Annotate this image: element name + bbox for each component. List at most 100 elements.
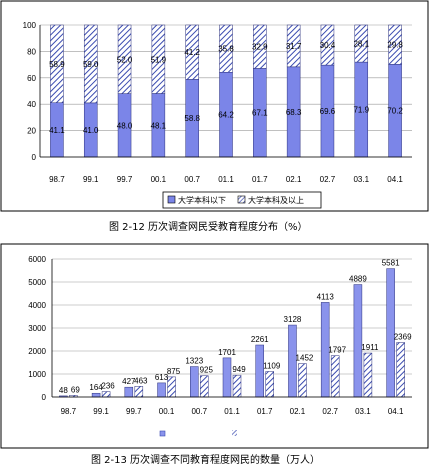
chart1-x-tick-label: 00.1 [151, 175, 167, 184]
chart1-x-axis: 98.7 99.1 99.7 00.1 00.7 01.1 01.7 02.1 02.7 03.1… [40, 156, 412, 184]
chart2-label-series2: 1452 [296, 354, 314, 363]
chart2-label-series1: 2261 [251, 335, 269, 344]
chart2-bar-series1 [190, 366, 199, 398]
chart2-label-series2: 1911 [361, 343, 379, 352]
chart2-x-tick-label: 01.7 [257, 407, 273, 416]
chart2-bars [59, 268, 405, 398]
chart2-label-series2: 1109 [263, 361, 281, 370]
chart2-x-tick-label: 00.7 [191, 407, 207, 416]
chart1-label-above: 29.8 [387, 41, 403, 50]
chart2-bar-series1 [157, 382, 166, 398]
chart1-label-above: 30.4 [320, 41, 336, 50]
chart2-label-series1: 4889 [349, 275, 367, 284]
chart1-bar-above [219, 24, 233, 73]
chart1-label-below: 41.0 [83, 126, 99, 135]
chart1-label-below: 67.1 [252, 109, 268, 118]
chart1-y-tick-label: 100 [23, 21, 37, 30]
chart1-x-tick-label: 01.7 [252, 175, 268, 184]
chart1-bar-above [320, 24, 335, 66]
chart2-label-series2: 949 [232, 365, 246, 374]
chart2-label-series1: 1701 [218, 348, 236, 357]
chart1-label-below: 68.3 [286, 108, 302, 117]
chart2-x-tick-label: 99.7 [126, 407, 142, 416]
chart1-x-tick-label: 99.1 [83, 175, 99, 184]
chart2-x-tick-label: 00.1 [159, 407, 175, 416]
chart1-label-below: 48.0 [117, 121, 133, 130]
chart2-label-series1: 48 [59, 386, 68, 395]
chart1-bar-above [50, 24, 64, 103]
chart1-caption: 图 2-12 历次调查网民受教育程度分布（%） [109, 220, 308, 233]
chart2-x-tick-label: 01.1 [224, 407, 240, 416]
chart1-bar-above [354, 24, 369, 63]
chart1-x-tick-label: 98.7 [49, 175, 65, 184]
chart1-label-below: 48.1 [151, 121, 167, 130]
chart1-bars [50, 24, 402, 158]
chart2-label-series2: 69 [71, 385, 80, 394]
chart1-label-above: 58.9 [49, 60, 65, 69]
chart1-legend: 大学本科以下 大学本科及以上 [162, 191, 322, 209]
chart2-y-tick-label: 3000 [28, 324, 46, 333]
chart2-bar-series2 [396, 342, 405, 398]
chart2-label-series1: 4113 [317, 292, 335, 301]
chart1-x-tick-label: 02.7 [320, 175, 336, 184]
chart2-label-series2: 875 [167, 367, 181, 376]
chart1-bar-above [388, 24, 402, 65]
chart2-x-tick-label: 99.1 [93, 407, 109, 416]
chart2-y-axis: 0 1000 2000 3000 4000 5000 6000 [28, 255, 53, 402]
chart1-y-tick-label: 20 [27, 127, 36, 136]
chart2-bar-series1 [91, 392, 101, 398]
chart2-x-tick-label: 98.7 [61, 407, 77, 416]
chart1-x-tick-label: 04.1 [387, 175, 403, 184]
chart2-bar-series2 [101, 391, 111, 398]
chart1-label-above: 59.0 [83, 60, 99, 69]
chart1-bar-above [185, 24, 199, 80]
chart1-label-below: 64.2 [218, 111, 234, 120]
chart2-bar-series2 [134, 386, 144, 398]
chart1-bar-above [253, 24, 267, 69]
chart1-label-above: 32.9 [252, 43, 268, 52]
chart1-x-tick-label: 03.1 [353, 175, 369, 184]
chart2-y-tick-label: 6000 [28, 255, 46, 264]
chart2-label-series2: 463 [134, 376, 148, 385]
chart2-bar-series2 [265, 371, 274, 398]
chart2-bar-series2 [167, 376, 176, 398]
chart1-x-tick-label: 99.7 [117, 175, 133, 184]
chart1-label-above: 28.1 [353, 40, 369, 49]
chart2-y-tick-label: 5000 [28, 278, 46, 287]
legend-hatch-swatch [237, 195, 246, 204]
chart2-x-tick-label: 04.1 [388, 407, 404, 416]
chart2-y-tick-label: 0 [42, 393, 47, 402]
chart2-label-series1: 613 [155, 373, 169, 382]
legend-solid-swatch [159, 430, 166, 437]
chart1-y-tick-label: 40 [27, 100, 36, 109]
chart1-bar-above [117, 24, 132, 94]
chart1-label-above: 52.0 [117, 55, 133, 64]
chart2-bar-series2 [330, 355, 340, 398]
chart2-y-tick-label: 4000 [28, 301, 46, 310]
chart1-x-tick-label: 00.7 [184, 175, 200, 184]
chart1-label-above: 51.9 [151, 55, 167, 64]
chart2-y-tick-label: 1000 [28, 370, 46, 379]
chart2-bar-series2 [298, 363, 307, 398]
chart2-label-series1: 3128 [284, 315, 302, 324]
chart1-bar-above [83, 24, 98, 104]
chart1-y-axis: 0 20 40 60 80 100 [23, 21, 41, 162]
chart1-x-tick-label: 02.1 [286, 175, 302, 184]
chart2-x-tick-label: 03.1 [355, 407, 371, 416]
chart1-bar-above [286, 24, 301, 68]
chart2-bar-series1 [124, 386, 134, 398]
chart2-label-series2: 2369 [394, 333, 412, 342]
chart1-legend-label-1: 大学本科以下 [178, 195, 226, 205]
chart2-bar-series2 [363, 352, 373, 398]
chart1-label-below: 41.1 [49, 126, 65, 135]
chart1-label-above: 31.7 [286, 42, 302, 51]
chart1-y-tick-label: 60 [27, 74, 36, 83]
chart2-bar-series1 [255, 344, 264, 398]
chart1-data-labels: 41.1 58.9 41.0 59.0 48.0 52.0 48.1 51.9 58.8 41.2… [49, 40, 403, 135]
chart1-label-below: 71.9 [353, 106, 369, 115]
chart2-label-series2: 1797 [328, 346, 346, 355]
chart1-label-above: 41.2 [184, 48, 200, 57]
chart2-label-series1: 5581 [382, 259, 400, 268]
